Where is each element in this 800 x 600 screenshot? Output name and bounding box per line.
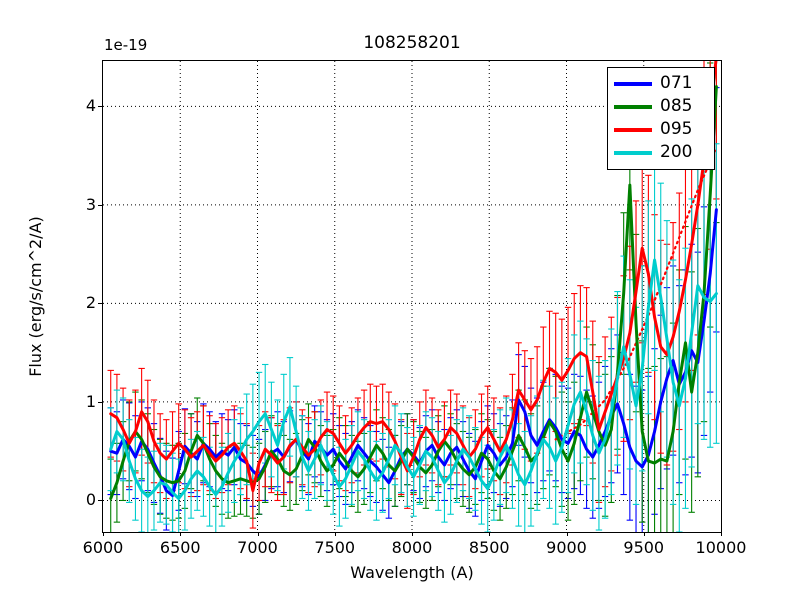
x-tick-9500: 9500 xyxy=(623,538,665,557)
x-tick-8500: 8500 xyxy=(468,538,510,557)
x-tick-9000: 9000 xyxy=(546,538,587,557)
legend-swatch-085 xyxy=(614,104,652,109)
y-tick-0: 0 xyxy=(85,490,96,510)
x-tickmark xyxy=(489,532,491,536)
x-tick-labels: 6000 6500 7000 7500 8000 8500 9000 9500 10000 xyxy=(0,539,800,565)
legend-item-085[interactable]: 085 xyxy=(614,95,708,118)
x-tickmark xyxy=(566,532,568,536)
x-tick-6000: 6000 xyxy=(82,538,124,557)
legend-swatch-071 xyxy=(614,81,652,86)
x-tickmark xyxy=(412,532,413,536)
y-tick-1: 1 xyxy=(85,391,96,411)
series-lines xyxy=(109,61,718,500)
legend-box[interactable]: 071 085 095 200 xyxy=(607,67,715,170)
legend-label-071: 071 xyxy=(660,73,693,93)
y-tick-3: 3 xyxy=(85,194,96,214)
legend-swatch-095 xyxy=(614,127,652,132)
x-tickmark xyxy=(103,532,104,536)
plot-svg xyxy=(103,61,721,532)
legend-label-085: 085 xyxy=(660,96,693,116)
x-tick-8000: 8000 xyxy=(391,538,433,557)
y-tick-2: 2 xyxy=(85,293,96,313)
x-tickmark xyxy=(334,532,336,536)
legend-item-200[interactable]: 200 xyxy=(614,141,708,164)
x-tick-7000: 7000 xyxy=(237,538,278,557)
x-tickmark xyxy=(643,532,645,536)
annotation-lines xyxy=(554,149,716,441)
y-tick-labels: 0 1 2 3 4 xyxy=(68,0,96,600)
y-tick-4: 4 xyxy=(85,96,96,116)
x-tickmark xyxy=(257,532,259,536)
y-axis-label: Flux (erg/s/cm^2/A) xyxy=(26,216,45,377)
legend-swatch-200 xyxy=(614,150,652,155)
x-tick-10000: 10000 xyxy=(695,538,747,557)
x-tick-6500: 6500 xyxy=(159,538,201,557)
chart-title: 108258201 xyxy=(363,33,461,53)
y-axis-offset-text: 1e-19 xyxy=(104,36,148,54)
y-tickmark xyxy=(98,401,102,403)
legend-label-200: 200 xyxy=(660,142,693,162)
y-tickmark xyxy=(98,204,102,206)
y-tickmark xyxy=(98,106,102,108)
x-axis-label: Wavelength (A) xyxy=(350,563,474,582)
legend-item-071[interactable]: 071 xyxy=(614,72,708,95)
y-tickmark xyxy=(98,303,102,305)
y-tickmark xyxy=(98,500,102,502)
legend-item-095[interactable]: 095 xyxy=(614,118,708,141)
x-tick-7500: 7500 xyxy=(314,538,356,557)
x-tickmark xyxy=(180,532,182,536)
legend-label-095: 095 xyxy=(660,119,693,139)
x-tickmark xyxy=(721,532,722,536)
